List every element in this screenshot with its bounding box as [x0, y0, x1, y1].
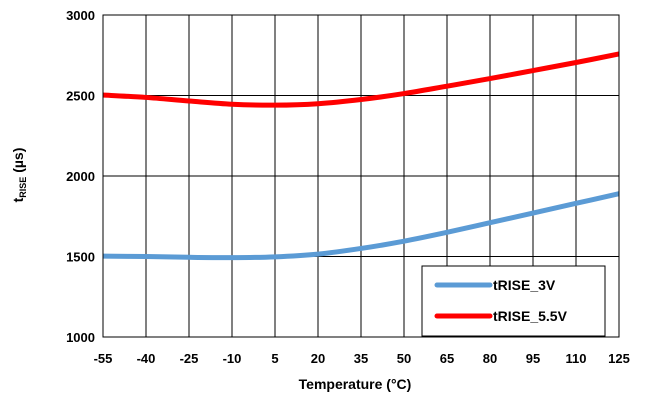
plot-area-border: [102, 14, 620, 338]
y-tick-label: 2000: [66, 169, 95, 184]
y-tick-label: 3000: [66, 8, 95, 23]
y-tick-label: 1000: [66, 330, 95, 345]
x-tick-label: 35: [354, 351, 368, 366]
x-tick-label: 65: [440, 351, 454, 366]
y-axis-title: tRISE (µs): [10, 148, 28, 203]
y-tick-label: 1500: [66, 250, 95, 265]
x-tick-label: 110: [566, 351, 587, 366]
legend-label-3v: tRISE_3V: [493, 277, 556, 293]
series-layer: [102, 51, 620, 261]
x-axis-title: Temperature (°C): [299, 376, 412, 392]
x-tick-label: -10: [223, 351, 242, 366]
x-tick-label: -40: [137, 351, 156, 366]
x-tick-label: 125: [608, 351, 630, 366]
y-axis-title-unit: (µs): [10, 148, 26, 177]
x-tick-label: 5: [271, 351, 278, 366]
x-tick-label: -55: [94, 351, 113, 366]
y-tick-labels: 1000 1500 2000 2500 3000: [66, 8, 95, 345]
x-tick-label: 80: [483, 351, 497, 366]
y-axis-title-main: t: [10, 197, 26, 202]
legend-box: [421, 265, 606, 337]
x-tick-label: -25: [180, 351, 199, 366]
legend-label-5v5: tRISE_5.5V: [493, 308, 568, 324]
y-axis-title-subscript: RISE: [18, 177, 28, 198]
x-tick-label: 95: [526, 351, 540, 366]
y-tick-label: 2500: [66, 89, 95, 104]
x-tick-label: 50: [397, 351, 411, 366]
x-tick-labels: -55 -40 -25 -10 5 20 35 50 65 80 95 110 125: [94, 351, 630, 366]
series-line-1: [102, 51, 620, 108]
legend: tRISE_3V tRISE_5.5V: [421, 265, 606, 337]
series-line-0: [102, 191, 620, 261]
x-tick-label: 20: [311, 351, 325, 366]
